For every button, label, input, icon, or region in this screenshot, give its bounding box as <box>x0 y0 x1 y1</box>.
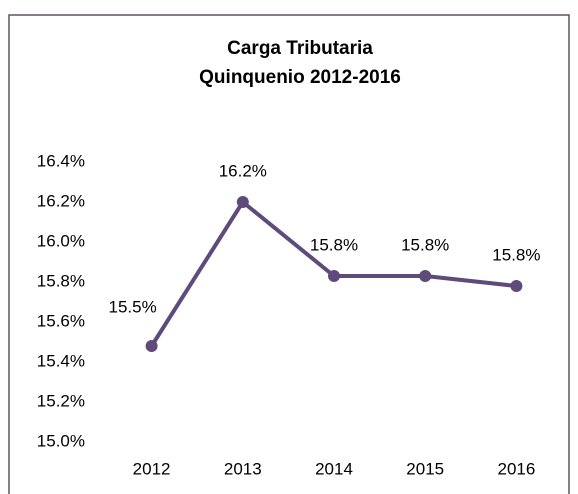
data-point <box>419 270 432 282</box>
x-tick-label: 2016 <box>497 459 535 478</box>
y-tick-label: 16.0% <box>37 231 85 250</box>
y-tick-label: 15.6% <box>37 311 85 330</box>
chart-title: Carga Tributaria <box>227 38 373 59</box>
data-label: 15.8% <box>492 245 540 264</box>
chart-frame <box>8 14 570 494</box>
data-point <box>328 270 340 282</box>
x-tick-label: 2013 <box>224 459 262 478</box>
data-label: 16.2% <box>219 161 267 180</box>
y-tick-label: 16.2% <box>37 191 85 210</box>
y-tick-label: 15.2% <box>37 391 85 410</box>
data-label: 15.5% <box>108 297 156 316</box>
x-tick-label: 2014 <box>315 459 353 478</box>
data-point <box>236 196 249 208</box>
y-tick-label: 16.4% <box>37 151 85 170</box>
chart-subtitle: Quinquenio 2012-2016 <box>199 67 401 88</box>
data-label: 15.8% <box>310 235 358 254</box>
y-tick-label: 15.4% <box>37 351 85 370</box>
x-tick-label: 2015 <box>406 459 444 478</box>
y-tick-label: 15.8% <box>37 271 85 290</box>
data-point <box>145 340 158 352</box>
y-tick-label: 15.0% <box>37 431 85 450</box>
data-point <box>510 280 523 292</box>
data-label: 15.8% <box>401 235 449 254</box>
x-tick-label: 2012 <box>133 459 171 478</box>
